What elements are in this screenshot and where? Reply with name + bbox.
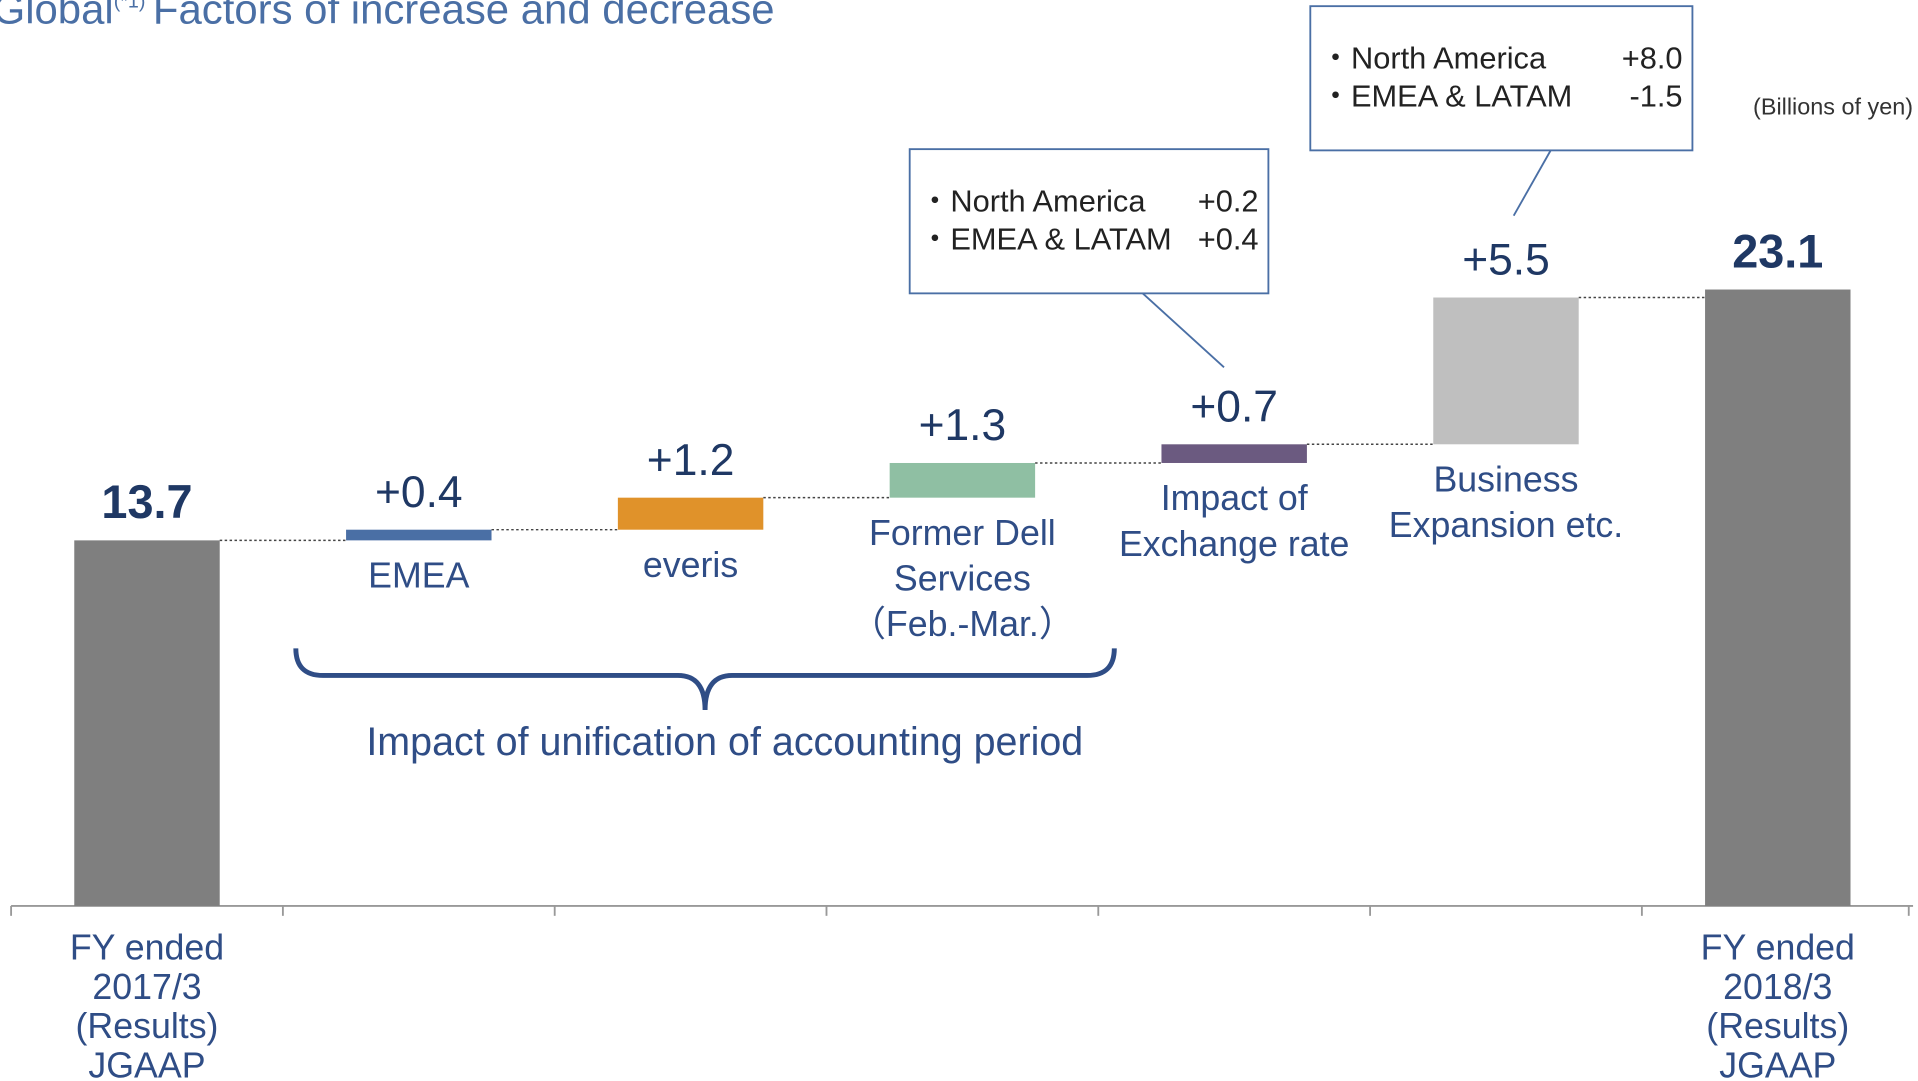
category-label: EMEA (368, 556, 469, 596)
bar (1161, 444, 1307, 463)
annotation-name: ・North America (920, 184, 1147, 219)
value-label: +0.4 (375, 468, 463, 517)
annotation-pointer (1512, 149, 1552, 217)
category-line: 2017/3 (92, 967, 201, 1007)
category-line: Expansion etc. (1389, 506, 1623, 546)
category-line: (Results) (1706, 1007, 1849, 1047)
bar (1705, 289, 1851, 906)
annotation-pointer (1142, 292, 1225, 369)
category-line: FY ended (1701, 928, 1855, 968)
category-line: FY ended (70, 928, 224, 968)
title-rest: Factors of increase and decrease (153, 0, 775, 32)
category-label: Impact of Exchange rate (1119, 479, 1349, 565)
value-label: 23.1 (1732, 225, 1823, 277)
category-line: 2018/3 (1723, 967, 1832, 1007)
unit-label: (Billions of yen) (1753, 94, 1913, 120)
annotation-name: ・EMEA & LATAM (920, 222, 1172, 257)
annotation-box (1309, 5, 1694, 152)
bar (889, 462, 1036, 498)
category-line: （Feb.-Mar.） (850, 605, 1074, 645)
bar (74, 540, 220, 906)
category-line: JGAAP (88, 1046, 205, 1081)
annotation-value: +0.2 (1198, 184, 1259, 219)
chart-title: Global(*1) Factors of increase and decrea… (0, 0, 775, 32)
annotation-name: ・EMEA & LATAM (1320, 79, 1572, 114)
category-label: Former Dell Services （Feb.-Mar.） (850, 513, 1074, 644)
value-label: +1.2 (647, 436, 735, 485)
value-label: 13.7 (101, 476, 192, 528)
title-main: Global (0, 0, 114, 32)
category-line: everis (643, 545, 738, 585)
category-line: EMEA (368, 556, 469, 596)
brace-label: Impact of unification of accounting peri… (366, 720, 1083, 764)
value-label: +1.3 (919, 401, 1007, 450)
category-line: Exchange rate (1119, 524, 1349, 564)
category-line: Former Dell (869, 513, 1056, 553)
category-line: JGAAP (1719, 1046, 1836, 1081)
brace (293, 648, 1117, 711)
annotation-value: +0.4 (1198, 222, 1259, 257)
annotation-box (908, 148, 1270, 295)
bar (1433, 297, 1579, 445)
category-label: FY ended 2017/3 (Results) JGAAP (70, 928, 224, 1081)
annotation-name: ・North America (1320, 41, 1547, 76)
category-label: FY ended 2018/3 (Results) JGAAP (1701, 928, 1855, 1081)
bar (617, 497, 764, 530)
title-note: (*1) (114, 0, 146, 13)
category-line: Impact of (1161, 479, 1308, 519)
bar (346, 529, 492, 541)
annotation-value: -1.5 (1629, 79, 1682, 114)
value-label: +5.5 (1462, 236, 1550, 285)
category-label: Business Expansion etc. (1389, 460, 1623, 546)
value-label: +0.7 (1190, 383, 1278, 432)
category-line: Services (894, 559, 1031, 599)
category-line: (Results) (76, 1007, 219, 1047)
annotation-value: +8.0 (1622, 41, 1683, 76)
category-line: Business (1433, 460, 1578, 500)
category-label: everis (643, 545, 738, 585)
